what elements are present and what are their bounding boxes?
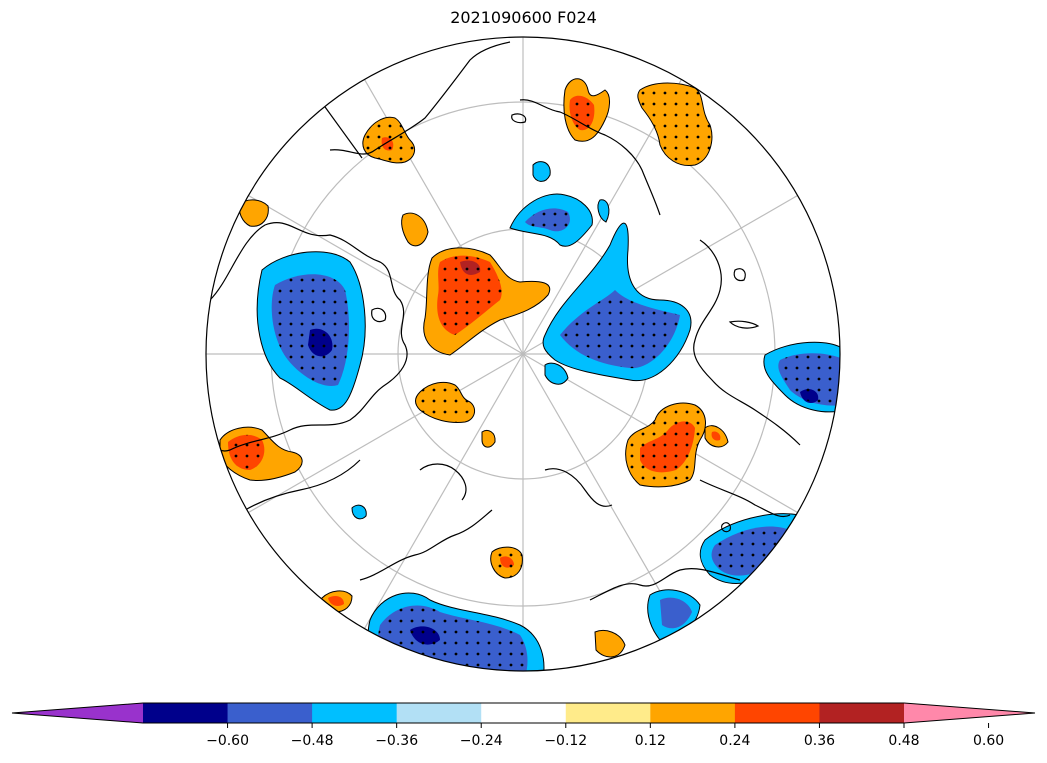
polar-map	[205, 36, 841, 672]
meridian-line	[248, 353, 524, 514]
colorbar-segments	[12, 703, 1035, 723]
colorbar-segment	[650, 703, 736, 723]
colorbar-tick-label: 0.48	[888, 733, 919, 749]
colorbar-tick-label: 0.60	[973, 733, 1004, 749]
colorbar-tick-label: 0.24	[719, 733, 750, 749]
negative-anomaly-regions	[256, 161, 840, 671]
colorbar-tick-label: 0.12	[635, 733, 666, 749]
colorbar-segment	[312, 703, 398, 723]
political-borders	[319, 99, 363, 159]
colorbar-segment	[734, 703, 820, 723]
colorbar-outline	[11, 702, 1036, 724]
meridian-line	[363, 353, 524, 629]
colorbar-segment	[819, 703, 905, 723]
colorbar-extend-min	[12, 703, 143, 723]
colorbar-segment	[143, 703, 229, 723]
colorbar-segment	[565, 703, 651, 723]
map-boundary	[205, 36, 841, 672]
colorbar-extend-max	[904, 703, 1035, 723]
colorbar-segment	[481, 703, 567, 723]
colorbar: −0.60 −0.48 −0.36 −0.24 −0.12 0.12 0.24 0.36 0.4…	[11, 702, 1036, 749]
colorbar-segment	[227, 703, 313, 723]
meridian-line	[522, 353, 683, 629]
plot-title: 2021090600 F024	[450, 8, 597, 27]
coastlines	[209, 41, 801, 601]
colorbar-tick-label: 0.36	[804, 733, 835, 749]
colorbar-tick-label: −0.12	[544, 733, 587, 749]
colorbar-tick-label: −0.48	[291, 733, 334, 749]
colorbar-ticks: −0.60 −0.48 −0.36 −0.24 −0.12 0.12 0.24 0.36 0.4…	[206, 723, 1004, 749]
colorbar-tick-label: −0.36	[375, 733, 418, 749]
colorbar-segment	[396, 703, 482, 723]
colorbar-tick-label: −0.24	[460, 733, 503, 749]
colorbar-tick-label: −0.60	[206, 733, 249, 749]
